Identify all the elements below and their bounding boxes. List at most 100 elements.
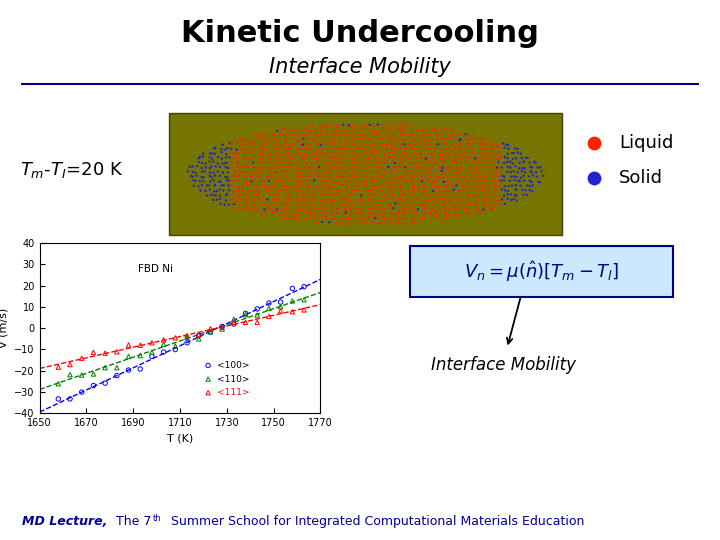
Point [316,121,328,130]
Point [454,153,466,161]
Point [502,158,513,166]
Point [474,177,485,185]
Point [276,185,287,194]
Point [233,154,245,163]
Point [354,121,365,130]
Point [351,213,363,222]
Point [515,149,526,158]
Point [437,181,449,190]
Point [332,150,343,158]
Point [405,145,417,153]
Point [269,158,280,167]
Point [135,352,146,360]
Point [328,153,340,161]
Point [366,205,377,213]
Point [240,192,251,200]
Point [330,149,342,158]
Point [232,172,243,181]
Point [355,191,366,199]
Point [347,158,359,167]
Point [387,163,399,172]
Point [240,173,252,181]
Point [292,201,303,210]
Point [386,136,397,144]
Point [480,134,491,143]
Point [482,195,493,204]
Point [280,131,292,140]
Point [283,140,294,149]
Point [472,197,483,205]
Point [468,191,480,199]
Point [434,150,446,158]
Point [318,168,330,177]
Point [64,360,76,369]
Point [282,176,294,185]
Point [270,144,282,152]
Point [459,187,471,195]
Point [303,172,315,180]
Point [429,140,441,149]
Point [509,176,521,185]
Point [467,168,478,177]
Point [215,145,227,153]
Point [248,168,260,177]
Point [423,191,434,200]
Point [451,176,462,185]
Point [355,144,366,153]
Point [253,172,265,181]
Point [399,208,410,217]
Point [294,197,306,205]
Point [520,186,531,195]
Point [492,143,503,152]
Point [238,145,250,153]
Point [224,139,235,147]
Point [348,148,359,157]
Point [208,176,220,185]
Point [491,163,503,172]
Point [320,208,332,217]
Point [255,162,266,171]
Point [463,204,474,213]
Point [423,167,435,176]
Point [288,126,300,135]
Point [337,144,348,152]
Point [278,181,289,190]
Point [308,205,320,213]
Point [441,191,452,199]
Point [344,177,356,186]
Point [431,135,442,144]
Point [304,182,315,191]
Point [397,173,408,181]
Point [499,143,510,152]
Point [431,210,443,218]
Point [482,191,494,200]
Point [485,205,496,214]
Point [290,195,302,204]
Point [323,194,334,203]
Point [253,190,264,199]
Point [363,213,374,222]
Point [429,208,441,217]
Point [534,178,546,186]
Point [444,163,455,172]
Point [469,172,481,181]
Point [317,153,328,162]
Point [379,191,390,199]
Point [407,186,418,195]
Point [380,195,392,204]
Point [477,154,489,163]
Point [364,153,376,161]
Point [270,158,282,167]
Point [400,163,411,172]
Point [375,196,387,205]
Point [244,191,256,200]
Point [485,145,497,154]
Point [297,153,309,162]
Point [221,190,233,198]
Text: $T_m$-$T_I$=20 K: $T_m$-$T_I$=20 K [20,160,124,180]
Point [251,159,263,167]
Point [323,159,334,167]
Point [335,144,346,152]
Point [469,130,480,139]
Point [383,148,395,157]
